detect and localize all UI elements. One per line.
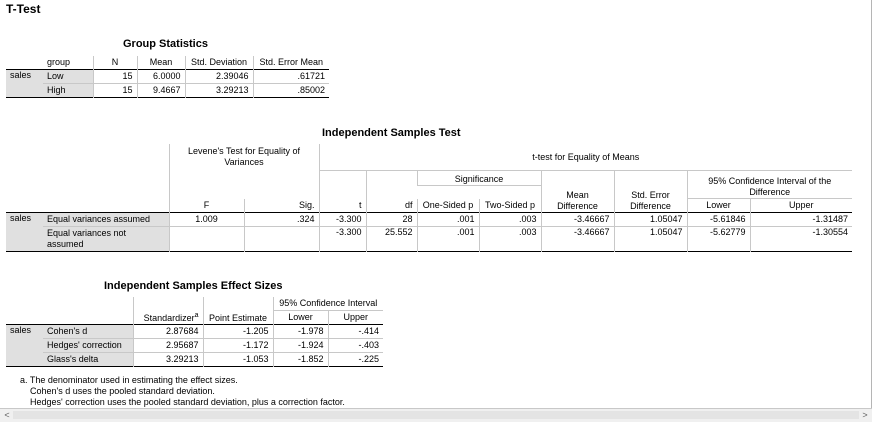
row-label: Low [43, 69, 93, 84]
header-sig: Sig. [243, 198, 319, 213]
footnote-cohens-d: Cohen's d uses the pooled standard devia… [30, 386, 215, 396]
scrollbar-track[interactable] [13, 411, 859, 419]
header-point-estimate: Point Estimate [202, 297, 273, 325]
mean-diff-header: Mean Difference [540, 170, 614, 213]
table-row: High 15 9.4667 3.29213 .85002 [6, 83, 329, 98]
scroll-left-arrow-icon[interactable]: < [4, 410, 10, 420]
footnote-hedges: Hedges' correction uses the pooled stand… [30, 397, 345, 407]
table-row: Glass's delta 3.29213 -1.053 -1.852 -.22… [6, 352, 383, 367]
row-label: Hedges' correction [43, 338, 133, 353]
scroll-right-arrow-icon[interactable]: > [862, 410, 868, 420]
header-std-error-mean: Std. Error Mean [252, 56, 329, 70]
row-label: Equal variances not assumed [43, 226, 169, 252]
group-stats-table: group N Mean Std. Deviation Std. Error M… [6, 56, 329, 98]
header-group: group [47, 57, 71, 67]
header-f: F [168, 198, 244, 213]
table-row: Equal variances not assumed -3.300 25.55… [6, 226, 852, 252]
horizontal-scrollbar[interactable]: < > [0, 408, 872, 422]
header-mean: Mean [136, 56, 185, 70]
variable-label: sales [6, 212, 43, 252]
variable-label: sales [6, 324, 43, 367]
table-row: Hedges' correction 2.95687 -1.172 -1.924… [6, 338, 383, 353]
table-row: sales Cohen's d 2.87684 -1.205 -1.978 -.… [6, 324, 383, 367]
header-lower: Lower [272, 310, 328, 325]
header-upper: Upper [749, 198, 852, 213]
header-n: N [92, 56, 137, 70]
row-label: Glass's delta [43, 352, 133, 367]
header-one-sided-p: One-Sided p [416, 198, 479, 213]
table-row: sales Low 15 6.0000 2.39046 .61721 [6, 69, 329, 98]
header-two-sided-p: Two-Sided p [478, 198, 541, 213]
footnote-a: a. The denominator used in estimating th… [20, 375, 238, 385]
header-upper: Upper [327, 310, 383, 325]
table-row: sales Equal variances assumed 1.009 .324… [6, 212, 852, 252]
group-stats-title: Group Statistics [123, 38, 208, 50]
se-diff-header: Std. Error Difference [613, 170, 687, 213]
row-label: High [43, 83, 93, 98]
footnote-marker: a [194, 312, 199, 319]
ttest-header: t-test for Equality of Means [318, 144, 852, 171]
header-t: t [318, 198, 366, 213]
ci-diff-header: 95% Confidence Interval of the Differenc… [686, 170, 852, 199]
ci-header: 95% Confidence Interval [272, 297, 383, 311]
effect-sizes-table: Standardizera Point Estimate 95% Confide… [6, 297, 383, 367]
page-title: T-Test [6, 2, 41, 16]
header-lower: Lower [686, 198, 750, 213]
header-standardizer: Standardizera [132, 297, 203, 325]
row-label: Cohen's d [43, 324, 133, 339]
ind-test-table: Levene's Test for Equality of Variances … [6, 144, 852, 252]
header-std-deviation: Std. Deviation [184, 56, 253, 70]
significance-header: Significance [416, 170, 541, 186]
row-label: Equal variances assumed [43, 212, 169, 227]
ind-test-title: Independent Samples Test [322, 127, 461, 139]
variable-label: sales [6, 69, 43, 98]
levene-header: Levene's Test for Equality of Variances [168, 144, 319, 186]
header-df: df [365, 198, 417, 213]
effect-sizes-title: Independent Samples Effect Sizes [104, 280, 283, 292]
